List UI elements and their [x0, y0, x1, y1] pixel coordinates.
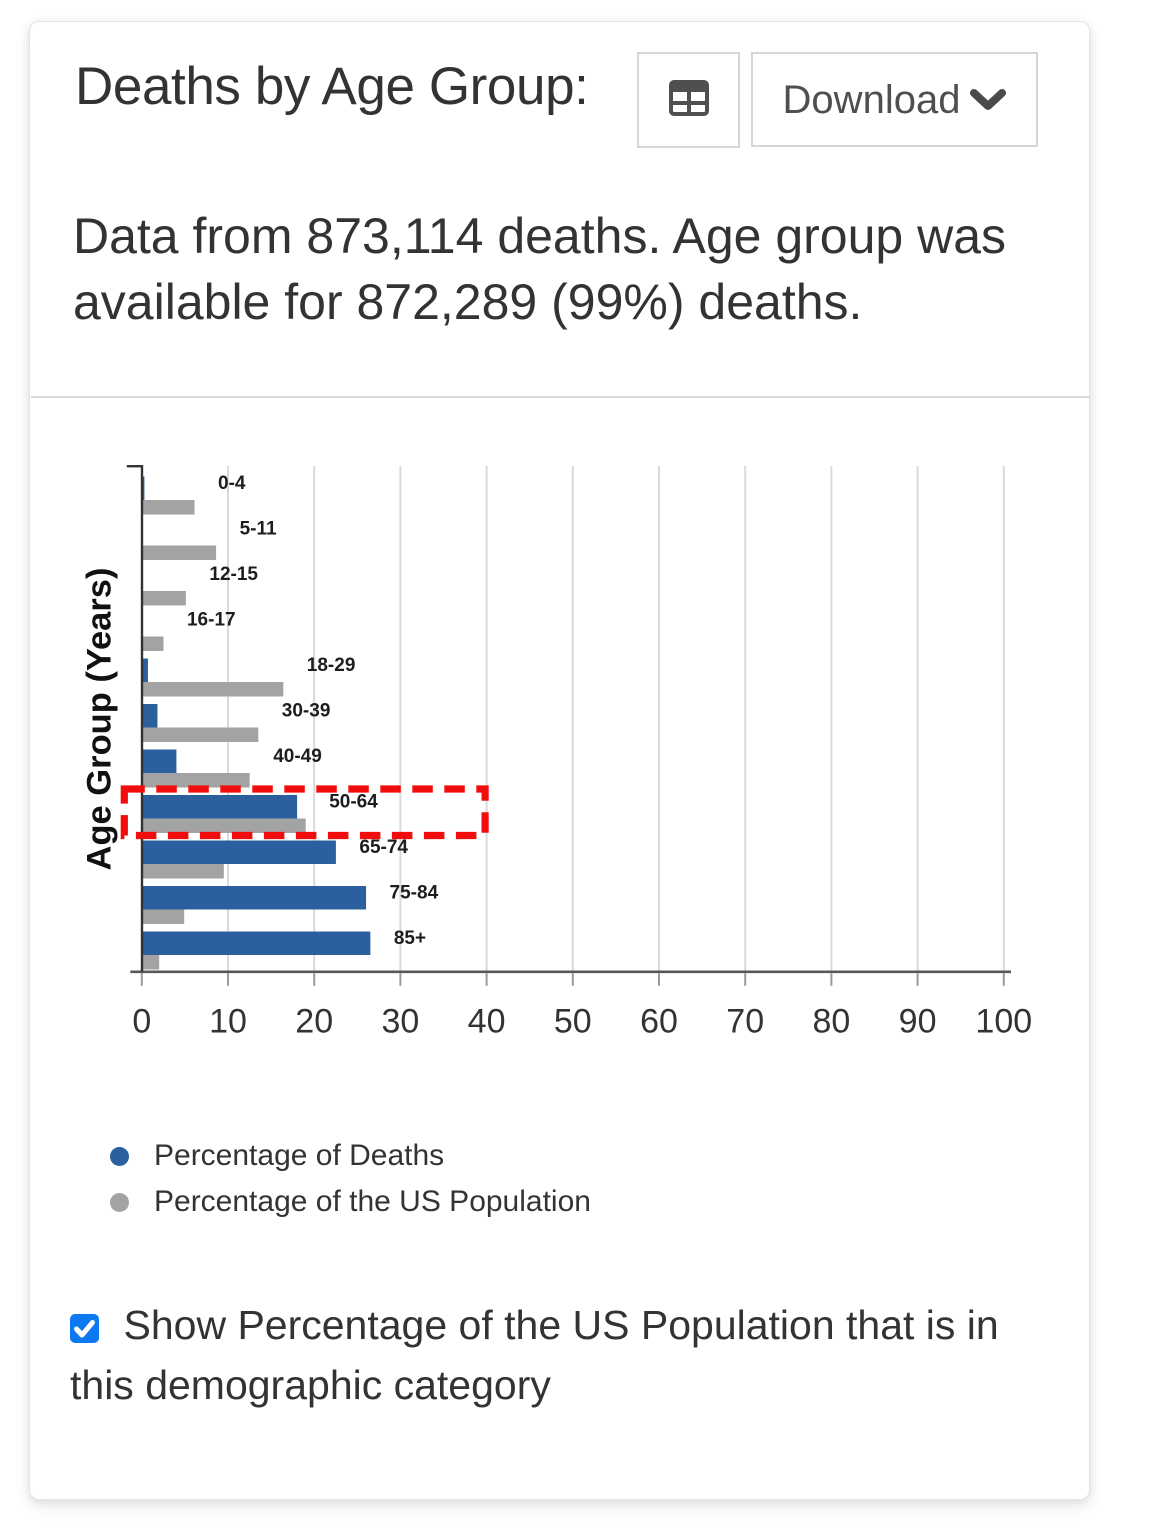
category-label-12-15: 12-15	[209, 564, 258, 585]
download-button[interactable]: Download	[751, 52, 1038, 147]
legend-item-population[interactable]: Percentage of the US Population	[110, 1187, 591, 1217]
chevron-down-icon	[970, 89, 1007, 116]
chart-card: Deaths by Age Group: Download Data from …	[29, 21, 1090, 1500]
bar-population-12-15[interactable]	[142, 591, 186, 606]
category-label-85+: 85+	[394, 928, 426, 949]
bar-population-75-84[interactable]	[142, 909, 185, 925]
legend-marker-deaths	[110, 1146, 129, 1166]
legend-label-deaths: Percentage of Deaths	[154, 1139, 445, 1172]
x-tick-label-30: 30	[381, 1003, 419, 1041]
x-tick-label-0: 0	[132, 1003, 151, 1041]
chart-description: Data from 873,114 deaths. Age group was …	[73, 208, 1007, 330]
header-divider	[31, 396, 1090, 398]
population-checkbox-row: Show Percentage of the US Population tha…	[70, 1295, 1020, 1415]
bar-deaths-75-84[interactable]	[142, 886, 367, 910]
x-tick-label-90: 90	[899, 1003, 937, 1041]
x-tick-label-20: 20	[295, 1003, 333, 1041]
table-view-button[interactable]	[637, 52, 740, 148]
bar-deaths-18-29[interactable]	[142, 658, 148, 683]
bar-deaths-30-39[interactable]	[142, 704, 158, 728]
category-label-40-49: 40-49	[273, 746, 322, 767]
download-button-label: Download	[782, 77, 961, 122]
x-tick-label-50: 50	[554, 1003, 592, 1041]
category-label-16-17: 16-17	[187, 610, 236, 631]
bar-population-0-4[interactable]	[142, 500, 195, 515]
bar-chart: 0-4 5-11 12-15 16-17 18-29 30-39 40-49 50-64 65-…	[81, 465, 1032, 1041]
x-tick-label-70: 70	[726, 1003, 764, 1041]
bar-population-65-74[interactable]	[142, 864, 224, 879]
bar-deaths-65-74[interactable]	[142, 840, 336, 865]
category-label-50-64: 50-64	[329, 792, 378, 813]
bar-population-85+[interactable]	[142, 955, 160, 970]
bar-deaths-0-4[interactable]	[142, 476, 145, 501]
legend-label-population: Percentage of the US Population	[154, 1185, 591, 1218]
category-label-5-11: 5-11	[240, 519, 277, 540]
x-tick-label-40: 40	[468, 1003, 506, 1041]
category-label-75-84: 75-84	[390, 883, 439, 904]
bar-population-50-64[interactable]	[142, 818, 306, 834]
category-label-18-29: 18-29	[307, 655, 356, 676]
category-label-0-4: 0-4	[218, 473, 246, 494]
x-tick-label-10: 10	[209, 1003, 247, 1041]
bar-deaths-50-64[interactable]	[142, 795, 298, 819]
bar-population-40-49[interactable]	[142, 773, 250, 788]
bar-population-16-17[interactable]	[142, 636, 164, 652]
bar-population-18-29[interactable]	[142, 682, 284, 697]
x-tick-label-80: 80	[812, 1003, 850, 1041]
card-title: Deaths by Age Group:	[75, 57, 589, 116]
population-checkbox[interactable]	[70, 1313, 99, 1343]
x-tick-label-100: 100	[975, 1003, 1032, 1041]
legend-item-deaths[interactable]: Percentage of Deaths	[110, 1141, 444, 1171]
bar-deaths-40-49[interactable]	[142, 749, 177, 774]
population-checkbox-label: Show Percentage of the US Population tha…	[70, 1302, 999, 1408]
category-label-30-39: 30-39	[282, 701, 331, 722]
annotation-dashed-rect	[120, 785, 489, 840]
bar-population-30-39[interactable]	[142, 727, 259, 743]
bar-population-5-11[interactable]	[142, 545, 217, 561]
table-icon	[668, 79, 709, 121]
bar-deaths-85+[interactable]	[142, 931, 371, 956]
legend-marker-population	[110, 1192, 129, 1212]
y-axis-title: Age Group (Years)	[81, 568, 119, 871]
category-label-65-74: 65-74	[359, 837, 408, 858]
x-tick-label-60: 60	[640, 1003, 678, 1041]
